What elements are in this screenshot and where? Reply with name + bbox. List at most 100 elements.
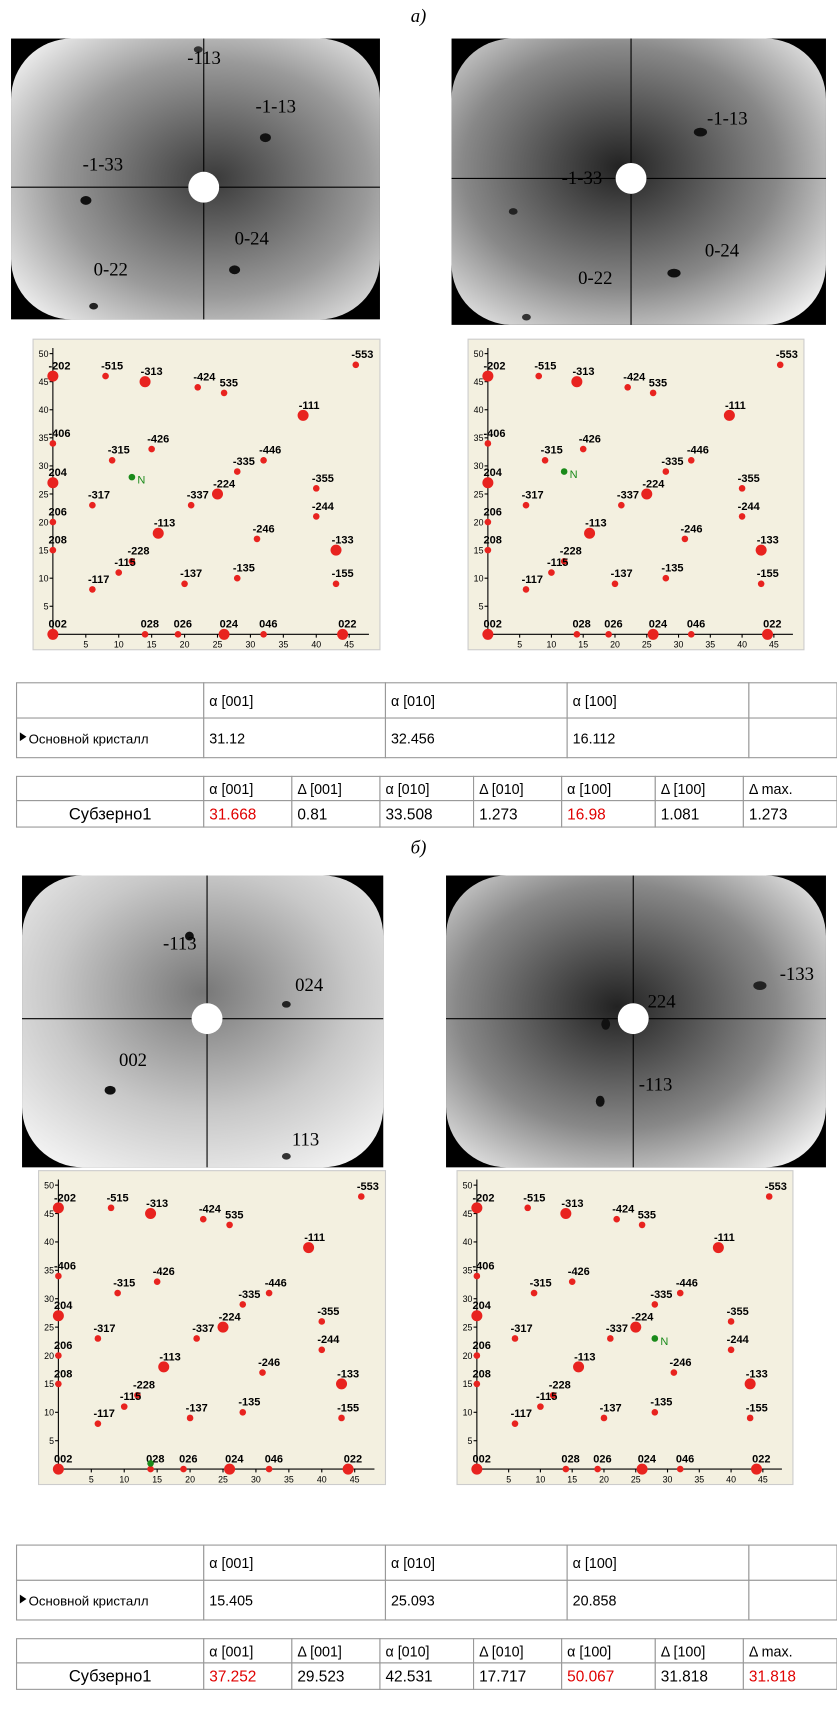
reflection-point — [358, 1193, 365, 1200]
point-label: -224 — [213, 478, 236, 490]
column-header: α [010] — [385, 782, 429, 798]
column-header: α [010] — [391, 694, 435, 710]
point-label: -335 — [238, 1289, 260, 1301]
column-header: α [001] — [209, 1644, 253, 1660]
y-tick-label: 5 — [44, 602, 49, 612]
reflection-point — [181, 581, 188, 588]
reflection-point — [121, 1403, 128, 1410]
point-label: -446 — [676, 1277, 698, 1289]
reflection-point — [677, 1466, 684, 1473]
pattern-label: 224 — [648, 992, 677, 1013]
point-label: -337 — [192, 1323, 214, 1335]
y-tick-label: 30 — [39, 461, 49, 471]
table-cell — [17, 683, 204, 718]
x-tick-label: 5 — [506, 1474, 511, 1484]
reflection-point — [147, 1466, 154, 1473]
point-label: 206 — [48, 506, 66, 518]
pattern-label: -113 — [639, 1074, 673, 1095]
y-tick-label: 5 — [49, 1436, 54, 1446]
reflection-point — [352, 362, 359, 369]
y-tick-label: 50 — [463, 1180, 473, 1190]
point-label: -406 — [48, 428, 70, 440]
cell-value: 25.093 — [391, 1594, 435, 1610]
reflection-point — [580, 446, 587, 453]
column-header: Δ max. — [749, 782, 793, 798]
reflection-point — [677, 1290, 684, 1297]
point-label: 535 — [220, 377, 238, 389]
point-label: 535 — [225, 1209, 243, 1221]
point-label: -135 — [661, 563, 683, 575]
point-label: -228 — [549, 1380, 571, 1392]
y-tick-label: 35 — [39, 433, 49, 443]
cell-value: 16.98 — [567, 806, 606, 823]
reflection-point — [601, 1415, 608, 1422]
reflection-point — [313, 485, 320, 492]
point-label: 026 — [604, 619, 622, 631]
reflection-point — [180, 1466, 187, 1473]
point-label: 204 — [54, 1300, 73, 1312]
reflection-point — [142, 631, 149, 638]
x-tick-label: 40 — [317, 1474, 327, 1484]
cell-value: 0.81 — [297, 806, 327, 823]
point-label: -313 — [561, 1198, 583, 1210]
point-label: -137 — [180, 568, 202, 580]
point-label: -424 — [623, 372, 646, 384]
point-label: -228 — [133, 1380, 155, 1392]
point-label: 024 — [225, 1453, 244, 1465]
reflection-point — [639, 1222, 646, 1229]
point-label: -113 — [159, 1351, 180, 1363]
x-tick-label: 40 — [311, 640, 321, 650]
point-label: -246 — [680, 523, 702, 535]
point-label: 204 — [48, 467, 67, 479]
column-header: α [100] — [567, 1644, 611, 1660]
pattern-label: -1-13 — [707, 108, 748, 129]
reflection-point — [89, 586, 96, 593]
point-label: -244 — [738, 501, 761, 513]
point-label: -117 — [511, 1408, 532, 1420]
point-label: -133 — [337, 1368, 359, 1380]
y-tick-label: 50 — [44, 1180, 54, 1190]
point-label: 026 — [179, 1453, 197, 1465]
point-label: -424 — [612, 1204, 635, 1216]
column-header: Δ max. — [749, 1644, 793, 1660]
y-tick-label: 35 — [474, 433, 484, 443]
y-tick-label: 25 — [44, 1322, 54, 1332]
point-label: -406 — [483, 428, 505, 440]
column-header: α [010] — [391, 1556, 435, 1572]
y-tick-label: 45 — [44, 1209, 54, 1219]
y-tick-label: 35 — [44, 1266, 54, 1276]
reflection-point — [266, 1466, 273, 1473]
x-tick-label: 45 — [758, 1474, 768, 1484]
point-label: -117 — [522, 574, 543, 586]
reflection-point — [114, 1290, 121, 1297]
point-label: -111 — [304, 1232, 325, 1244]
cell-value: 32.456 — [391, 731, 435, 747]
point-label: -202 — [472, 1192, 494, 1204]
y-tick-label: 15 — [463, 1379, 473, 1389]
x-tick-label: 15 — [152, 1474, 162, 1484]
y-tick-label: 10 — [39, 573, 49, 583]
point-label: -337 — [606, 1323, 628, 1335]
x-tick-label: 20 — [180, 640, 190, 650]
reflection-point — [766, 1193, 773, 1200]
reflection-point — [338, 1415, 345, 1422]
reflection-point — [569, 1278, 576, 1285]
cell-value: 37.252 — [209, 1669, 256, 1686]
pattern-label: 0-22 — [94, 259, 128, 280]
marker — [652, 1335, 659, 1342]
point-label: -317 — [93, 1323, 115, 1335]
reflection-point — [747, 1415, 754, 1422]
table-cell — [749, 1545, 837, 1580]
point-label: 204 — [472, 1300, 491, 1312]
point-label: -135 — [650, 1397, 672, 1409]
point-label: -553 — [357, 1181, 379, 1193]
reflection-point — [485, 440, 492, 447]
cell-value: 42.531 — [385, 1669, 432, 1686]
column-header: α [001] — [209, 1556, 253, 1572]
point-label: 046 — [265, 1453, 283, 1465]
x-tick-label: 10 — [547, 640, 557, 650]
pattern-label: 024 — [295, 975, 324, 996]
section-label: а) — [411, 6, 427, 27]
pattern-label: -133 — [780, 964, 814, 985]
x-tick-label: 30 — [246, 640, 256, 650]
